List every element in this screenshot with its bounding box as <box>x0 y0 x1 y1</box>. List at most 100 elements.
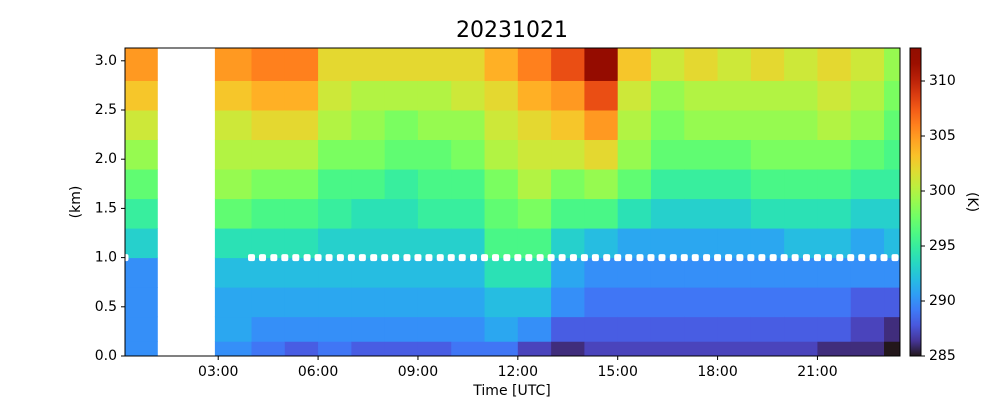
heat-cell <box>784 48 818 81</box>
heat-cell <box>684 80 719 111</box>
heat-cell <box>884 228 901 259</box>
x-axis-label: Time [UTC] <box>472 383 550 399</box>
marker <box>536 254 544 262</box>
heat-cell <box>351 228 386 259</box>
heat-cell <box>384 228 419 259</box>
heat-cell <box>284 80 319 111</box>
marker <box>358 254 366 262</box>
marker <box>392 254 400 262</box>
heat-cell <box>384 341 419 357</box>
heat-cell <box>584 228 619 259</box>
heat-cell <box>318 228 352 259</box>
marker <box>447 254 455 262</box>
heat-cell <box>384 257 419 288</box>
heat-cell <box>214 80 253 111</box>
heat-cell <box>384 80 419 111</box>
heat-cell <box>650 341 685 357</box>
heat-cell <box>884 316 901 342</box>
marker <box>603 254 611 262</box>
heat-cell <box>451 198 486 229</box>
heat-cell <box>750 228 785 259</box>
marker <box>470 254 478 262</box>
heat-cell <box>551 48 585 81</box>
colorbar-label: (K) <box>964 192 980 212</box>
heat-cell <box>817 341 852 357</box>
heat-cell <box>351 316 386 342</box>
heat-cell <box>451 316 486 342</box>
marker <box>658 254 666 262</box>
heat-cell <box>125 228 158 259</box>
heat-cell <box>451 228 486 259</box>
heat-cell <box>551 109 585 141</box>
heat-cell <box>484 287 519 318</box>
heat-cell <box>750 257 785 288</box>
heat-cell <box>251 341 286 357</box>
heat-cell <box>417 198 452 229</box>
heat-cell <box>251 48 286 81</box>
marker <box>292 254 300 262</box>
heat-cell <box>284 109 319 141</box>
y-tick-label: 2.0 <box>95 151 117 167</box>
y-tick-label: 1.5 <box>95 200 117 216</box>
heat-cell <box>617 287 652 318</box>
marker <box>847 254 855 262</box>
heat-cell <box>484 169 519 200</box>
heat-cell <box>784 169 818 200</box>
heat-cell <box>517 287 552 318</box>
marker <box>569 254 577 262</box>
heat-cell <box>214 139 253 170</box>
heat-cell <box>517 316 552 342</box>
heat-cell <box>384 48 419 81</box>
heat-cell <box>750 80 785 111</box>
heat-cell <box>318 198 352 229</box>
heat-cell <box>684 198 719 229</box>
heat-cell <box>850 257 885 288</box>
heat-cell <box>850 80 885 111</box>
heat-cell <box>551 198 585 229</box>
heat-cell <box>584 139 619 170</box>
heat-cell <box>884 257 901 288</box>
heat-cell <box>850 228 885 259</box>
heat-cell <box>251 169 286 200</box>
heat-cell <box>451 48 486 81</box>
heat-cell <box>617 257 652 288</box>
heat-cell <box>417 169 452 200</box>
y-tick-label: 0.5 <box>95 299 117 315</box>
heat-cell <box>617 198 652 229</box>
marker <box>703 254 711 262</box>
heat-cell <box>650 287 685 318</box>
heat-cell <box>884 287 901 318</box>
marker <box>780 254 788 262</box>
x-tick-label: 21:00 <box>797 364 837 380</box>
heat-cell <box>318 257 352 288</box>
heat-cell <box>351 341 386 357</box>
heat-cell <box>784 341 818 357</box>
heat-cell <box>318 80 352 111</box>
marker <box>758 254 766 262</box>
marker <box>614 254 622 262</box>
heat-cell <box>750 287 785 318</box>
heat-cell <box>551 341 585 357</box>
heat-cell <box>684 316 719 342</box>
heat-cell <box>584 287 619 318</box>
heat-cell <box>817 287 852 318</box>
heat-cell <box>584 257 619 288</box>
heat-cell <box>125 48 158 81</box>
heat-cell <box>717 198 752 229</box>
heat-cell <box>750 48 785 81</box>
heat-cell <box>884 80 901 111</box>
heat-cell <box>584 80 619 111</box>
x-tick-label: 15:00 <box>598 364 638 380</box>
marker <box>747 254 755 262</box>
heat-cell <box>717 287 752 318</box>
colorbar-tick-label: 310 <box>929 73 956 89</box>
marker <box>248 254 256 262</box>
heat-cell <box>551 316 585 342</box>
heat-cell <box>750 139 785 170</box>
heat-cell <box>451 169 486 200</box>
heat-cell <box>817 169 852 200</box>
marker <box>547 254 555 262</box>
heat-cell <box>484 198 519 229</box>
heat-cell <box>351 198 386 229</box>
heat-cell <box>684 139 719 170</box>
